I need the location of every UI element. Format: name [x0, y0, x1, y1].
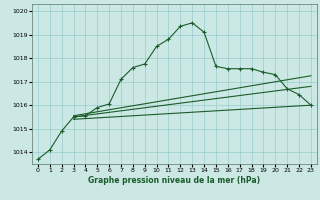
X-axis label: Graphe pression niveau de la mer (hPa): Graphe pression niveau de la mer (hPa) [88, 176, 260, 185]
